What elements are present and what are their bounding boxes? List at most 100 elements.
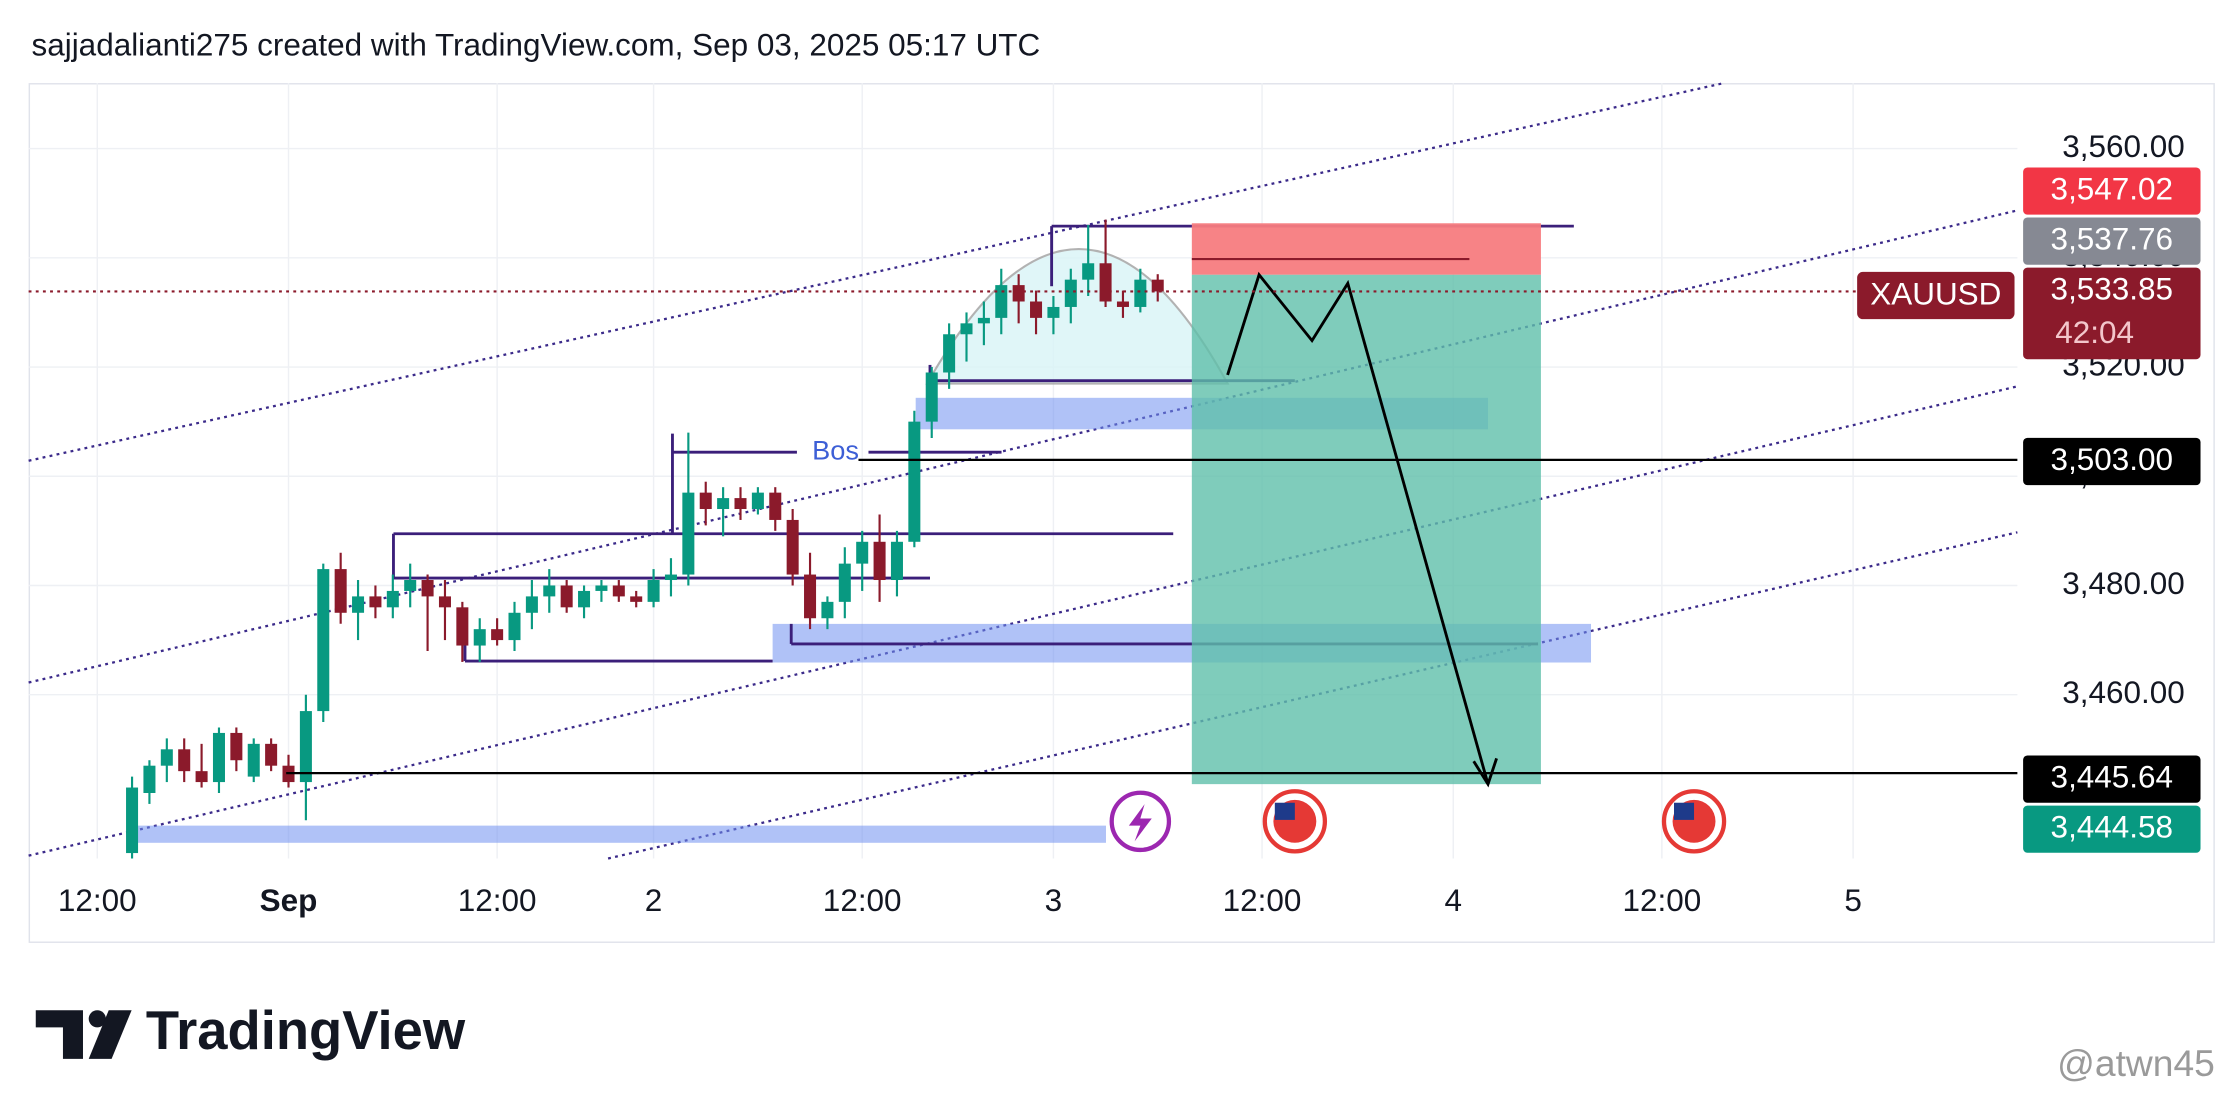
candle-body xyxy=(160,749,173,766)
candle-body xyxy=(560,585,573,608)
event-icon xyxy=(1674,802,1695,820)
zone-box xyxy=(135,825,1106,843)
event-icon xyxy=(1128,804,1152,842)
header: sajjadalianti275 created with TradingVie… xyxy=(31,28,1040,63)
y-tick-label: 3,480.00 xyxy=(2062,566,2185,601)
price-badge xyxy=(2023,805,2201,853)
price-badge-label: 3,533.85 xyxy=(2051,272,2174,307)
candle-body xyxy=(1151,279,1164,292)
candle-body xyxy=(664,574,677,581)
candle-body xyxy=(1099,263,1112,302)
price-badge xyxy=(2023,755,2201,803)
price-badge xyxy=(2023,167,2201,215)
candle-body xyxy=(212,732,225,783)
candle-body xyxy=(299,711,312,783)
candle-body xyxy=(647,580,660,602)
candle-body xyxy=(404,580,417,591)
stop-zone xyxy=(1191,223,1541,275)
channel-line xyxy=(28,209,2018,684)
channel-line xyxy=(28,385,2018,857)
price-badge-label: 3,503.00 xyxy=(2051,442,2174,477)
candle-body xyxy=(369,596,382,608)
candle-body xyxy=(456,607,469,646)
candle-body xyxy=(717,498,730,510)
price-badge xyxy=(2023,217,2201,265)
candle-body xyxy=(856,541,869,564)
candle-body xyxy=(908,421,921,542)
event-icons xyxy=(1109,789,1727,854)
brand-logo xyxy=(35,1010,132,1059)
candles xyxy=(126,219,1164,859)
price-badge-label: 3,537.76 xyxy=(2051,221,2174,256)
candle-body xyxy=(925,372,938,422)
candle-body xyxy=(421,580,434,597)
candle-body xyxy=(873,541,886,581)
candle-body xyxy=(1134,279,1147,307)
y-tick-label: 3,560.00 xyxy=(2062,129,2185,164)
candle-body xyxy=(682,492,695,575)
candle-body xyxy=(178,749,191,772)
candle-body xyxy=(508,612,521,641)
candle-body xyxy=(578,590,591,608)
symbol-label: XAUUSD xyxy=(1870,277,2001,312)
candle-body xyxy=(143,765,156,793)
candle-body xyxy=(1082,263,1095,280)
drawings: Bos xyxy=(28,81,2018,860)
x-tick-label: 12:00 xyxy=(1223,883,1302,918)
countdown: 42:04 xyxy=(2055,315,2134,350)
candle-body xyxy=(525,596,538,613)
price-badge-label: 3,444.58 xyxy=(2051,810,2174,845)
candle-body xyxy=(804,574,817,619)
levels xyxy=(28,290,2018,775)
x-tick-label: 4 xyxy=(1445,883,1463,918)
candle-body xyxy=(473,629,486,646)
x-tick-label: 2 xyxy=(645,883,663,918)
event-icon xyxy=(1274,802,1295,820)
channel-line xyxy=(28,81,1725,462)
candle-body xyxy=(769,492,782,520)
candle-body xyxy=(1047,306,1060,318)
price-badge-label: 3,445.64 xyxy=(2051,759,2174,794)
y-tick-label: 3,460.00 xyxy=(2062,675,2185,710)
candle-body xyxy=(786,519,799,575)
candle-body xyxy=(317,569,330,712)
candle-body xyxy=(491,629,504,641)
brand: TradingView xyxy=(146,1000,466,1061)
candle-body xyxy=(247,743,260,777)
candle-body xyxy=(352,596,365,613)
candle-body xyxy=(386,590,399,608)
candle-body xyxy=(612,585,625,597)
candle-body xyxy=(1116,301,1129,307)
x-tick-label: Sep xyxy=(260,883,318,918)
candle-body xyxy=(438,596,451,608)
candle-body xyxy=(595,585,608,591)
candle-body xyxy=(977,317,990,324)
x-tick-label: 12:00 xyxy=(823,883,902,918)
target-zone xyxy=(1191,274,1541,785)
price-badges: 3,547.02 3,537.76 3,533.85 42:04 XAUUSD 3,503… xyxy=(1857,167,2201,853)
candle-body xyxy=(890,541,903,581)
annotation: Bos xyxy=(812,434,859,465)
x-tick-label: 12:00 xyxy=(58,883,137,918)
candle-body xyxy=(960,323,973,335)
price-badge xyxy=(2023,437,2201,486)
watermark: @atwn45 xyxy=(2057,1042,2215,1084)
candle-body xyxy=(1030,301,1043,318)
candle-body xyxy=(734,498,747,510)
x-tick-label: 3 xyxy=(1045,883,1063,918)
x-tick-label: 12:00 xyxy=(458,883,537,918)
logo-mark xyxy=(35,1010,83,1059)
candle-body xyxy=(543,585,556,597)
candle-body xyxy=(838,563,851,602)
price-badge xyxy=(2023,267,2201,360)
projection-arrow xyxy=(1226,271,1498,788)
candle-body xyxy=(630,596,643,602)
x-tick-label: 5 xyxy=(1844,883,1862,918)
candle-body xyxy=(995,285,1008,318)
symbol-badge xyxy=(1857,271,2015,320)
logo-mark xyxy=(88,1010,132,1059)
price-badge-label: 3,547.02 xyxy=(2051,171,2174,206)
candle-body xyxy=(699,492,712,510)
